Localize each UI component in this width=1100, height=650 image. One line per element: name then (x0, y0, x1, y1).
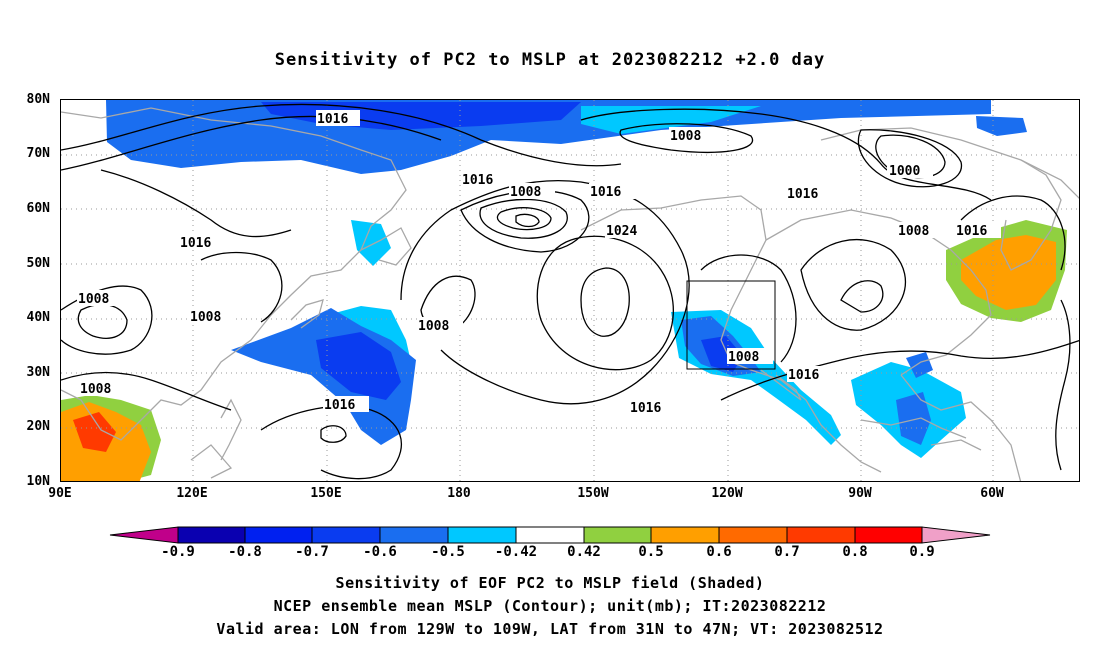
contour-label: 1008 (190, 310, 221, 325)
contour-label: 1008 (78, 292, 109, 307)
colorbar-under-triangle (109, 526, 179, 544)
colorbar-tick: 0.5 (638, 544, 664, 560)
contour-label: 1016 (462, 173, 493, 188)
contour-label: 1016 (630, 401, 661, 416)
shade-gulf-blue (896, 392, 931, 445)
colorbar-cell (854, 526, 923, 544)
contour-label: 1008 (80, 382, 111, 397)
shade-arctic-east (976, 116, 1027, 136)
contour-labels: 1016 1008 1016 1008 1016 1024 1016 1000 … (77, 110, 1001, 416)
colorbar-cell (177, 526, 246, 544)
lon-label-150w: 150W (577, 486, 609, 501)
shade-west-pacific-core (316, 332, 401, 400)
colorbar (109, 526, 991, 544)
colorbar-tick: 0.9 (909, 544, 935, 560)
mslp-contours (61, 103, 1079, 480)
colorbar-tick: -0.6 (363, 544, 397, 560)
shade-atlantic-orange (961, 235, 1056, 310)
shade-north-pacific-cyan (351, 220, 391, 266)
contour-label: 1008 (898, 224, 929, 239)
lat-label-50n: 50N (26, 256, 50, 271)
valid-area-box (686, 280, 776, 370)
contour-label: 1008 (728, 350, 759, 365)
contour-label: 1016 (180, 236, 211, 251)
contour-label: 1016 (324, 398, 355, 413)
colorbar-tick: 0.7 (774, 544, 800, 560)
colorbar-cells (177, 526, 923, 544)
lat-label-40n: 40N (26, 310, 50, 325)
shading-layer (61, 100, 1067, 481)
colorbar-tick: 0.6 (706, 544, 732, 560)
contour-label: 1008 (510, 185, 541, 200)
colorbar-cell (244, 526, 313, 544)
shade-india-red (73, 412, 116, 452)
colorbar-tick: -0.8 (228, 544, 262, 560)
lat-label-20n: 20N (26, 419, 50, 434)
map-canvas: 1016 1008 1016 1008 1016 1024 1016 1000 … (61, 100, 1079, 481)
colorbar-tick: 0.8 (842, 544, 868, 560)
colorbar-cell (650, 526, 720, 544)
contour-label: 1024 (606, 224, 637, 239)
coastlines (61, 107, 1079, 481)
caption-valid-area: Valid area: LON from 129W to 109W, LAT f… (216, 620, 884, 638)
colorbar-cell (786, 526, 856, 544)
lat-label-10n: 10N (26, 474, 50, 489)
lon-label-180: 180 (447, 486, 471, 501)
lon-label-120w: 120W (711, 486, 743, 501)
lon-label-60w: 60W (980, 486, 1004, 501)
lat-label-30n: 30N (26, 365, 50, 380)
contour-label: 1000 (889, 164, 920, 179)
colorbar-tick: -0.9 (161, 544, 195, 560)
contour-label: 1016 (787, 187, 818, 202)
colorbar-tick: -0.42 (494, 544, 538, 560)
lon-label-150e: 150E (310, 486, 342, 501)
lat-label-60n: 60N (26, 201, 50, 216)
lat-label-80n: 80N (26, 92, 50, 107)
lon-label-90w: 90W (848, 486, 872, 501)
map-panel: 1016 1008 1016 1008 1016 1024 1016 1000 … (60, 99, 1080, 482)
contour-label: 1016 (590, 185, 621, 200)
colorbar-cell (583, 526, 652, 544)
shade-arctic-cyan (581, 106, 761, 134)
map-title: Sensitivity of PC2 to MSLP at 2023082212… (274, 50, 826, 70)
contour-label: 1016 (956, 224, 987, 239)
shade-caribbean-blue (906, 352, 933, 378)
colorbar-over-triangle (921, 526, 991, 544)
colorbar-cell (447, 526, 517, 544)
lat-label-70n: 70N (26, 146, 50, 161)
colorbar-tick: -0.7 (295, 544, 329, 560)
contour-label: 1008 (418, 319, 449, 334)
colorbar-cell (311, 526, 381, 544)
colorbar-cell (515, 526, 585, 544)
colorbar-cell (379, 526, 449, 544)
contour-label: 1016 (317, 112, 348, 127)
caption-shaded: Sensitivity of EOF PC2 to MSLP field (Sh… (335, 574, 765, 592)
colorbar-tick: -0.5 (431, 544, 465, 560)
contour-label: 1016 (788, 368, 819, 383)
colorbar-tick: 0.42 (567, 544, 601, 560)
lon-label-120e: 120E (176, 486, 208, 501)
colorbar-cell (718, 526, 788, 544)
caption-contour: NCEP ensemble mean MSLP (Contour); unit(… (273, 597, 827, 615)
lon-label-90e: 90E (48, 486, 72, 501)
grid-lines (61, 100, 1079, 481)
contour-label: 1008 (670, 129, 701, 144)
